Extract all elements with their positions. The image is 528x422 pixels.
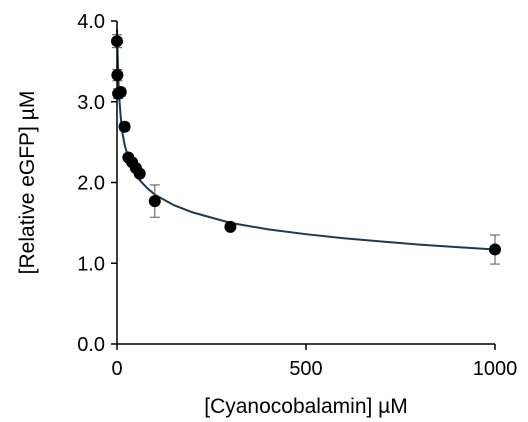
y-tick-label-4: 4.0: [77, 11, 105, 33]
data-point-9: [148, 195, 161, 208]
y-axis-title: [Relative eGFP] µM: [16, 91, 39, 275]
x-tick-label-1: 500: [289, 358, 322, 380]
fit-curve: [116, 29, 496, 251]
fit-curve-layer: [116, 29, 496, 251]
data-point-layer: [111, 35, 501, 256]
x-tick-label-0: 0: [111, 358, 122, 380]
y-tick-label-2: 2.0: [77, 173, 105, 195]
x-tick-label-2: 1000: [473, 358, 518, 380]
data-point-10: [224, 220, 237, 233]
tick-labels: 0.0 1.0 2.0 3.0 4.0 0 500 1000: [77, 11, 517, 380]
data-point-4: [118, 120, 131, 133]
y-tick-label-1: 1.0: [77, 253, 105, 275]
x-axis-title: [Cyanocobalamin] µM: [204, 395, 408, 418]
y-tick-label-3: 3.0: [77, 92, 105, 114]
data-point-8: [133, 167, 146, 180]
data-point-3: [114, 86, 127, 99]
axes: [111, 20, 496, 350]
error-bar-layer: [112, 34, 500, 265]
data-point-11: [489, 243, 501, 256]
y-tick-label-0: 0.0: [77, 334, 105, 356]
